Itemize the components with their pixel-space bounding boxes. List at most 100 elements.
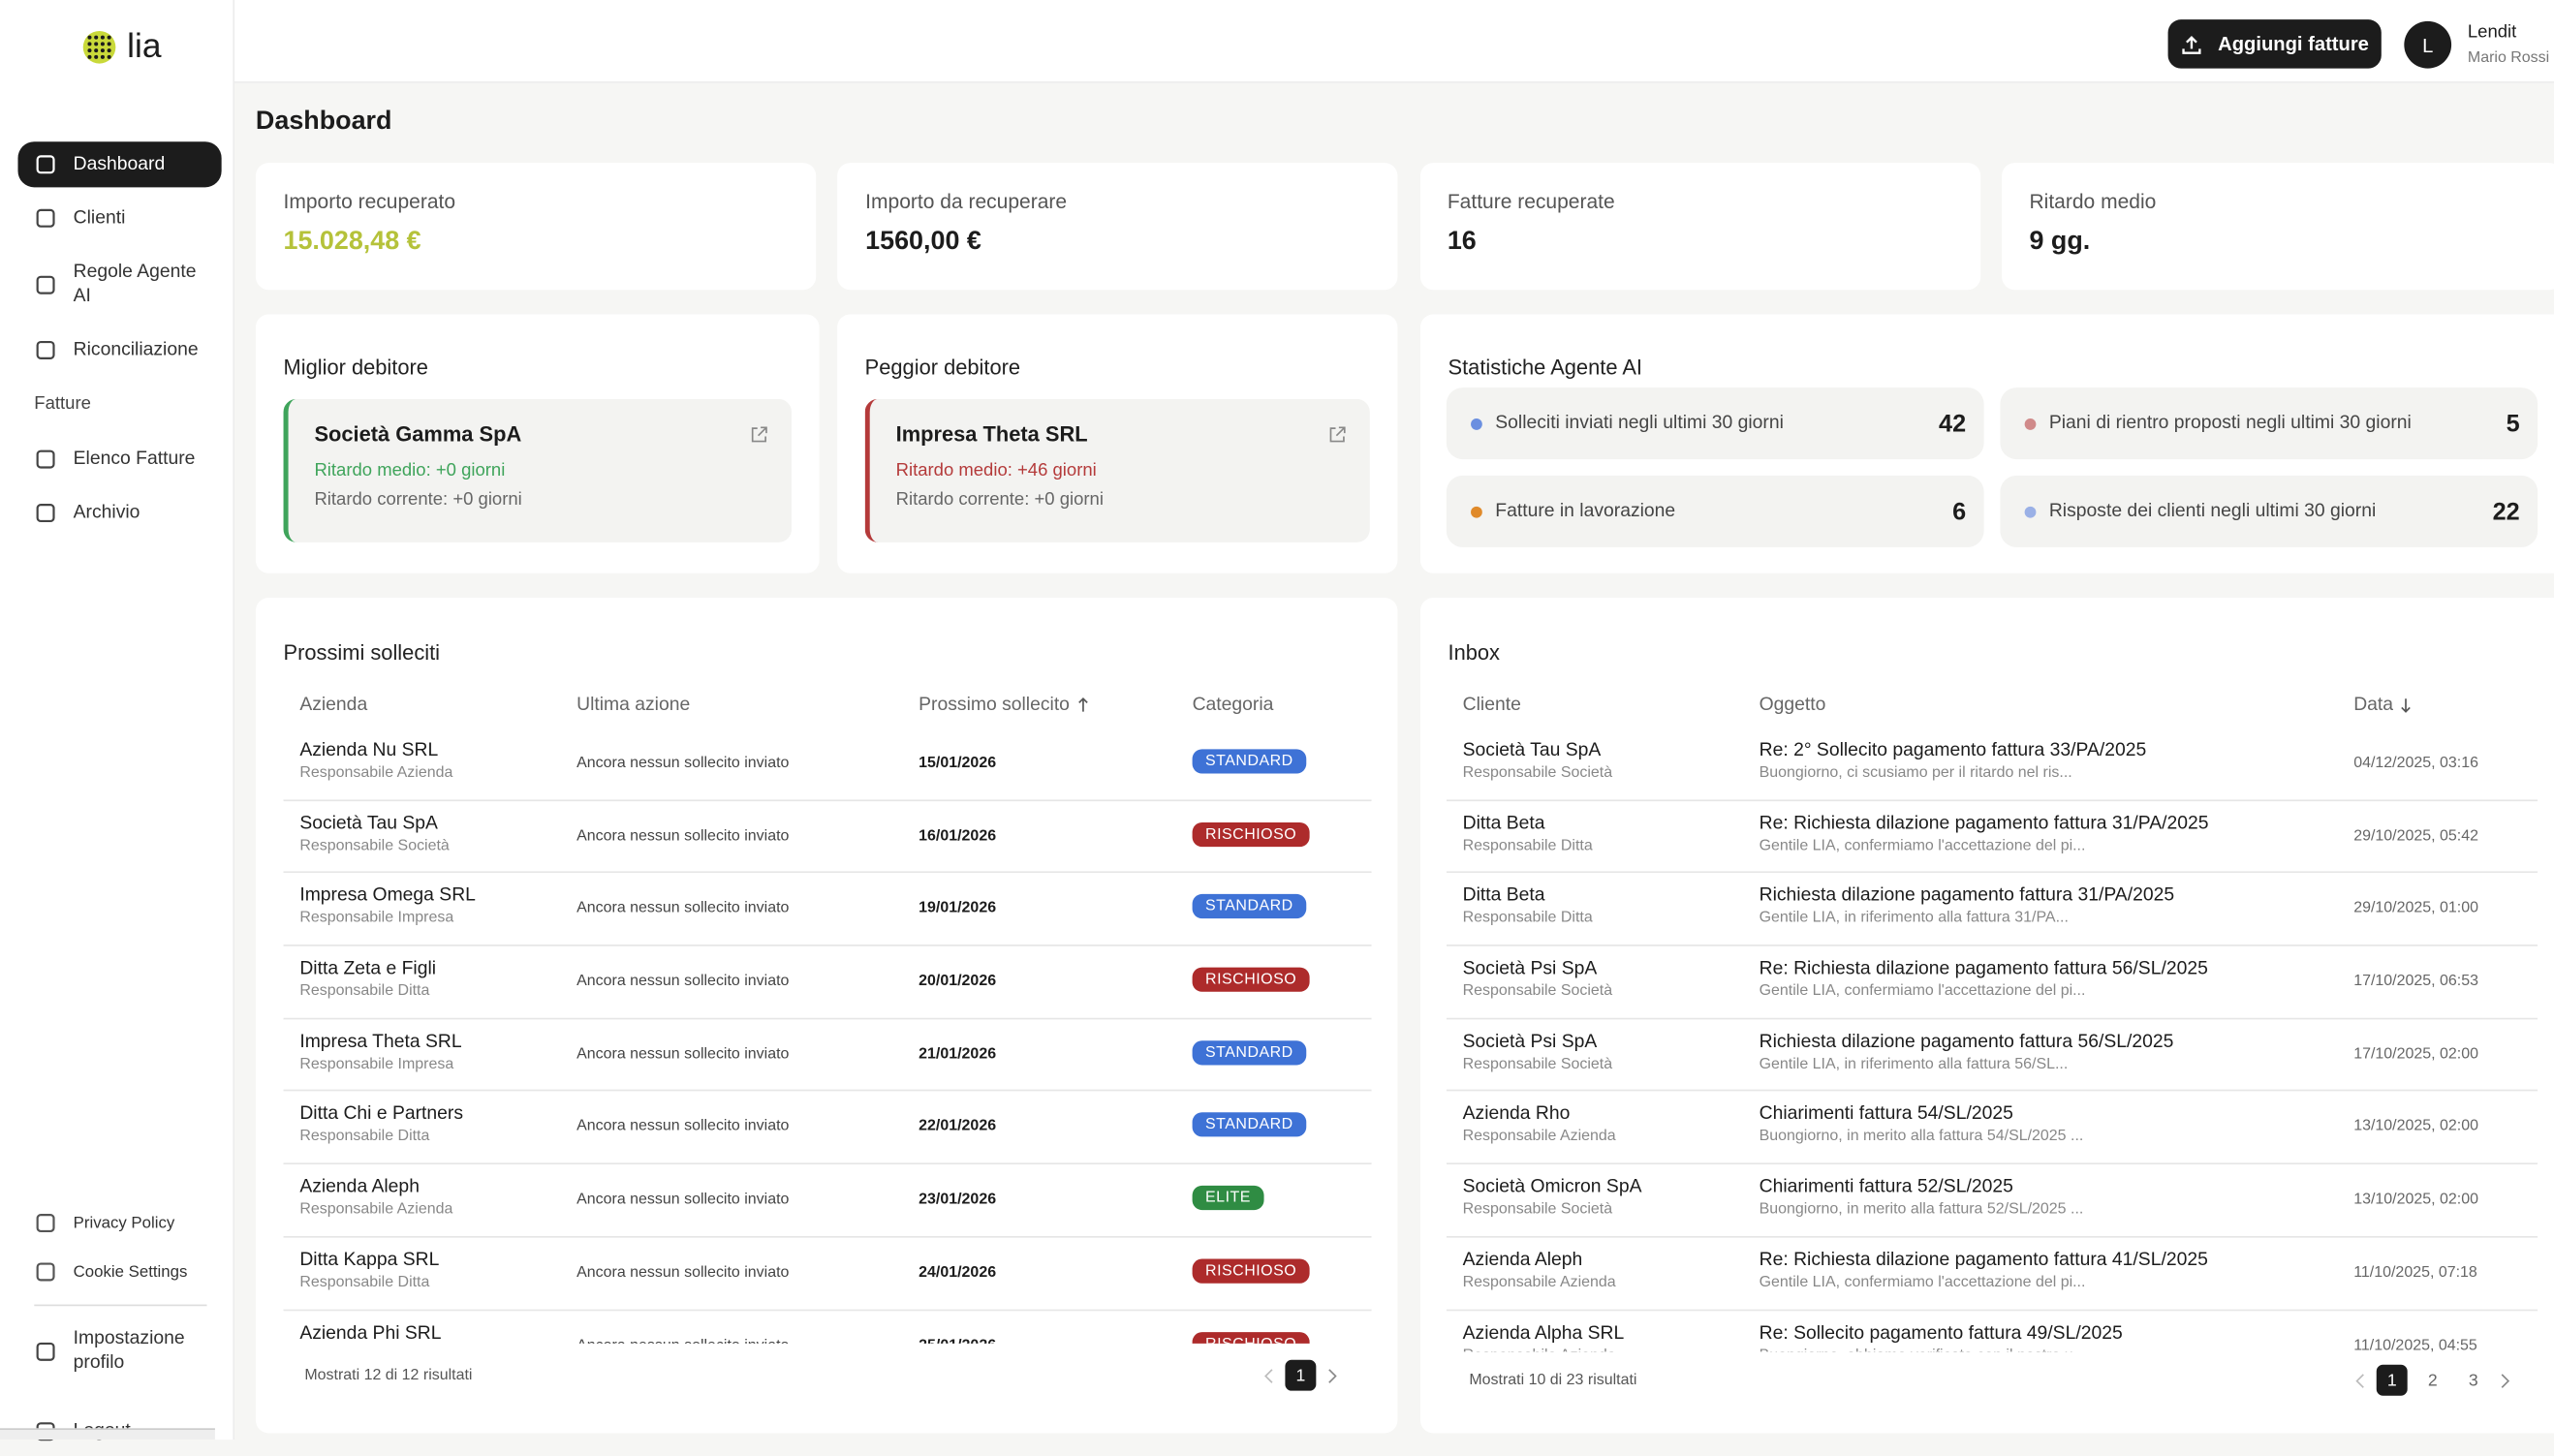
company-cell: Ditta Kappa SRL Responsabile Ditta — [299, 1249, 439, 1294]
category-badge: RISCHIOSO — [1192, 821, 1310, 847]
kpi-card: Ritardo medio 9 gg. — [2001, 163, 2554, 291]
inbox-row[interactable]: Società Psi SpA Responsabile Società Rich… — [1446, 1019, 2538, 1093]
subject: Richiesta dilazione pagamento fattura 31… — [1759, 886, 2175, 907]
inbox-row[interactable]: Ditta Beta Responsabile Ditta Richiesta d… — [1446, 874, 2538, 946]
inbox-row[interactable]: Ditta Beta Responsabile Ditta Re: Richies… — [1446, 801, 2538, 874]
table-row[interactable]: Ditta Kappa SRL Responsabile Ditta Ancora… — [283, 1237, 1372, 1311]
next[interactable] — [2499, 1372, 2511, 1388]
subject: Re: Richiesta dilazione pagamento fattur… — [1759, 959, 2208, 979]
icon — [36, 1262, 55, 1282]
last-action: Ancora nessun sollecito inviato — [576, 972, 790, 991]
legal-label: Privacy Policy — [73, 1214, 175, 1232]
kpi-card: Importo da recuperare 1560,00 € — [837, 163, 1398, 291]
icon — [36, 1342, 55, 1361]
contact: Responsabile Azienda — [299, 763, 453, 782]
client-cell: Società Psi SpA Responsabile Società — [1463, 1031, 1613, 1076]
nav-item[interactable]: Archivio — [17, 500, 221, 526]
results-count: Mostrati 10 di 23 risultati — [1469, 1371, 1637, 1389]
legal-link[interactable]: Cookie Settings — [17, 1260, 221, 1284]
client: Azienda Aleph — [1462, 1250, 1583, 1270]
prev[interactable] — [1262, 1367, 1275, 1383]
open-link[interactable] — [1327, 425, 1347, 445]
sort-icon[interactable] — [1076, 697, 1089, 714]
nav-label: Archivio — [73, 502, 140, 522]
kpi-label: Importo da recuperare — [865, 190, 1068, 214]
table-row[interactable]: Ditta Zeta e Figli Responsabile Ditta Anc… — [283, 946, 1372, 1019]
next-date: 21/01/2026 — [919, 1044, 997, 1064]
preview: Buongiorno, ci scusiamo per il ritardo n… — [1759, 763, 2072, 782]
page-button[interactable]: 2 — [2427, 1370, 2438, 1390]
table-row[interactable]: Impresa Omega SRL Responsabile Impresa An… — [283, 874, 1372, 946]
company: Ditta Zeta e Figli — [299, 959, 437, 979]
next-date: 24/01/2026 — [919, 1263, 997, 1282]
table-row[interactable]: Società Tau SpA Responsabile Società Anco… — [283, 801, 1372, 874]
client-cell: Azienda Rho Responsabile Azienda — [1463, 1103, 1616, 1149]
kpi-label: Fatture recuperate — [1447, 190, 1615, 214]
nav-item[interactable]: Regole Agente AI — [17, 261, 221, 309]
next-date: 15/01/2026 — [919, 754, 997, 772]
next[interactable] — [1325, 1367, 1338, 1383]
debtor-average: Ritardo medio: +46 giorni — [895, 460, 1097, 480]
subject-cell: Re: Richiesta dilazione pagamento fattur… — [1760, 958, 2208, 1004]
inbox-row[interactable]: Azienda Aleph Responsabile Azienda Re: Ri… — [1446, 1237, 2538, 1311]
table-row[interactable]: Azienda Nu SRL Responsabile Azienda Ancor… — [283, 728, 1372, 801]
preview: Buongiorno, in merito alla fattura 52/SL… — [1759, 1200, 2084, 1219]
inbox-row[interactable]: Società Omicron SpA Responsabile Società … — [1446, 1164, 2538, 1238]
legal-link[interactable]: Privacy Policy — [17, 1212, 221, 1235]
nav-label: Riconciliazione — [73, 339, 199, 359]
kpi-value: 16 — [1447, 228, 1477, 256]
company: Azienda Nu SRL — [299, 740, 439, 761]
sort-icon[interactable] — [2400, 697, 2413, 714]
contact: Responsabile Ditta — [299, 1128, 430, 1146]
client-cell: Ditta Beta Responsabile Ditta — [1463, 812, 1593, 857]
nav-label: Dashboard — [73, 153, 166, 174]
inbox-row[interactable]: Società Tau SpA Responsabile Società Re: … — [1446, 728, 2538, 801]
open-link[interactable] — [749, 425, 768, 445]
table-row[interactable]: Ditta Chi e Partners Responsabile Ditta A… — [283, 1092, 1372, 1165]
nav-item[interactable]: Riconciliazione — [17, 337, 221, 363]
page-button[interactable]: 1 — [2376, 1364, 2408, 1396]
debtor-name: Società Gamma SpA — [314, 421, 522, 447]
preview: Gentile LIA, in riferimento alla fattura… — [1759, 1054, 2069, 1073]
debtor-name: Impresa Theta SRL — [895, 421, 1088, 447]
prev[interactable] — [2353, 1372, 2366, 1388]
upload-button[interactable]: Aggiungi fatture — [2167, 19, 2382, 69]
nav-label: Regole Agente AI — [73, 262, 197, 307]
stat-icon — [2024, 505, 2037, 517]
preview: Gentile LIA, in riferimento alla fattura… — [1759, 909, 2069, 928]
status-bar — [0, 1428, 215, 1441]
subject: Chiarimenti fattura 52/SL/2025 — [1759, 1177, 2013, 1197]
stat-icon — [2024, 418, 2037, 429]
page-button[interactable]: 3 — [2468, 1370, 2478, 1390]
inbox-row[interactable]: Società Psi SpA Responsabile Società Re: … — [1446, 946, 2538, 1019]
subject: Re: 2° Sollecito pagamento fattura 33/PA… — [1759, 740, 2147, 761]
client-cell: Società Omicron SpA Responsabile Società — [1463, 1176, 1642, 1222]
next-date: 25/01/2026 — [919, 1335, 996, 1344]
client-cell: Società Psi SpA Responsabile Società — [1463, 958, 1613, 1004]
icon — [36, 340, 55, 359]
last-action: Ancora nessun sollecito inviato — [576, 899, 790, 918]
table-row[interactable]: Impresa Theta SRL Responsabile Impresa An… — [283, 1019, 1372, 1093]
nav-item[interactable]: Elenco Fatture — [17, 447, 221, 473]
column-label: Ultima azione — [576, 695, 691, 716]
preview: Gentile LIA, confermiamo l'accettazione … — [1759, 1273, 2086, 1291]
nav-item[interactable]: Dashboard — [17, 141, 222, 188]
inbox-row[interactable]: Azienda Rho Responsabile Azienda Chiarime… — [1446, 1092, 2538, 1165]
nav-item[interactable]: Clienti — [17, 205, 221, 232]
next-date: 23/01/2026 — [919, 1191, 997, 1209]
company-cell: Impresa Theta SRL Responsabile Impresa — [299, 1031, 461, 1076]
contact: Responsabile Ditta — [299, 1273, 430, 1291]
page-button[interactable]: 1 — [1285, 1359, 1317, 1391]
column-header: Ultima azione — [576, 696, 690, 715]
upload-label: Aggiungi fatture — [2218, 32, 2369, 56]
table-row[interactable]: Azienda Aleph Responsabile Azienda Ancora… — [283, 1164, 1372, 1238]
avatar[interactable]: L — [2404, 20, 2452, 69]
debtor-current: Ritardo corrente: +0 giorni — [314, 490, 522, 511]
stat-value: 42 — [1939, 409, 1967, 438]
received-date: 04/12/2025, 03:16 — [2353, 754, 2479, 772]
avatar-initial: L — [2422, 33, 2434, 56]
account-item[interactable]: Impostazione profilo — [17, 1327, 221, 1376]
